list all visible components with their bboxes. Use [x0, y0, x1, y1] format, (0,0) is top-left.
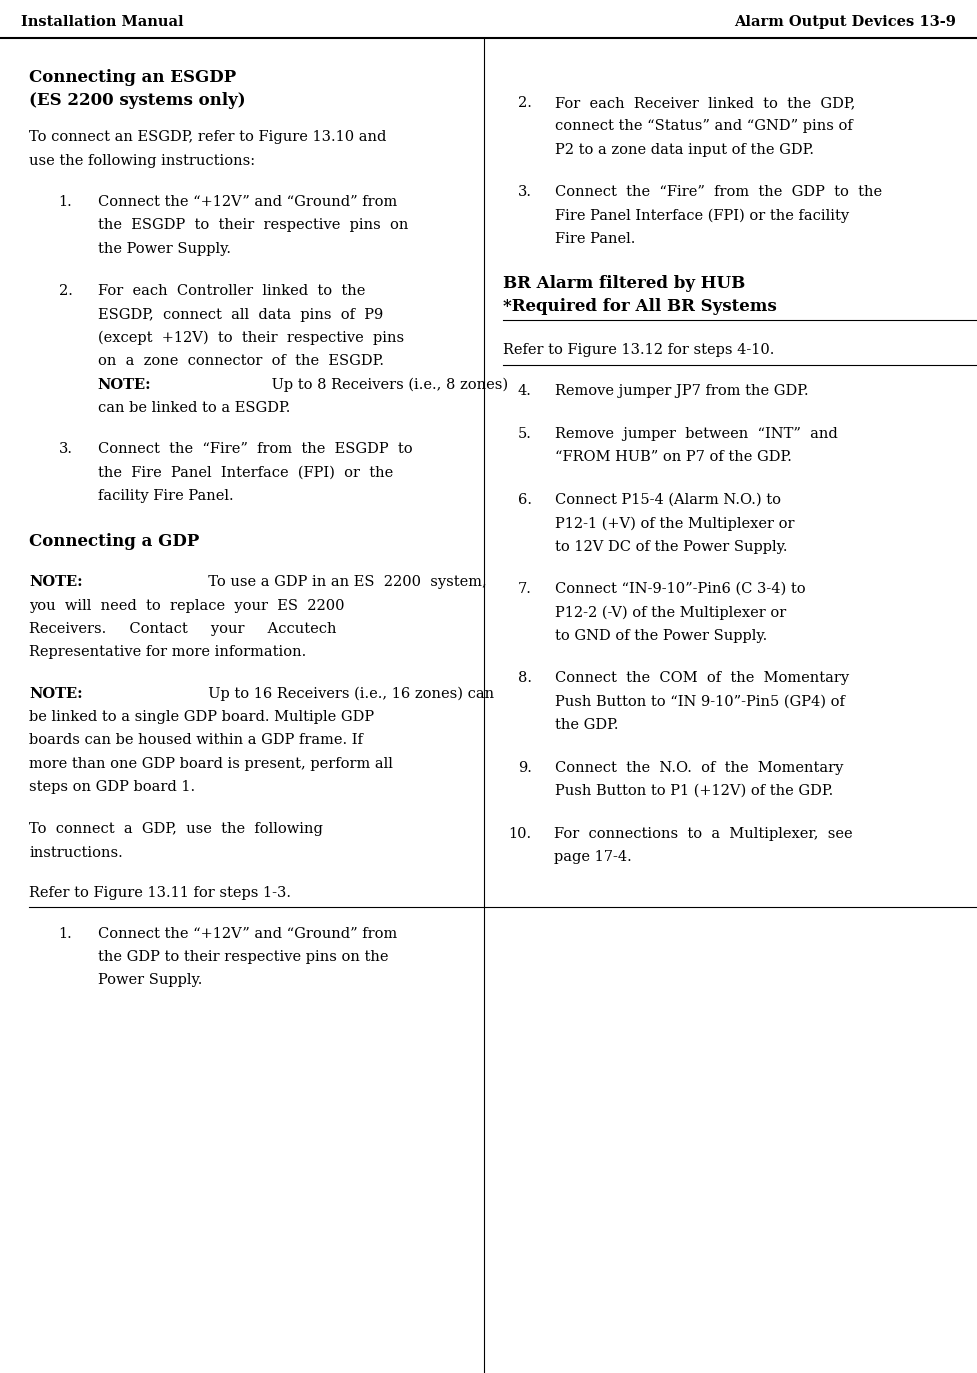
Text: Up to 16 Receivers (i.e., 16 zones) can: Up to 16 Receivers (i.e., 16 zones) can [198, 686, 493, 700]
Text: 6.: 6. [518, 493, 531, 507]
Text: Connect P15-4 (Alarm N.O.) to: Connect P15-4 (Alarm N.O.) to [555, 493, 781, 507]
Text: boards can be housed within a GDP frame. If: boards can be housed within a GDP frame.… [29, 733, 363, 747]
Text: NOTE:: NOTE: [29, 575, 83, 589]
Text: 2.: 2. [518, 96, 531, 110]
Text: P12-1 (+V) of the Multiplexer or: P12-1 (+V) of the Multiplexer or [555, 516, 794, 530]
Text: Power Supply.: Power Supply. [98, 973, 202, 987]
Text: can be linked to a ESGDP.: can be linked to a ESGDP. [98, 401, 290, 415]
Text: facility Fire Panel.: facility Fire Panel. [98, 489, 234, 503]
Text: BR Alarm filtered by HUB: BR Alarm filtered by HUB [503, 275, 745, 291]
Text: *Required for All BR Systems: *Required for All BR Systems [503, 298, 777, 314]
Text: Remove  jumper  between  “INT”  and: Remove jumper between “INT” and [555, 427, 837, 441]
Text: Connect the “+12V” and “Ground” from: Connect the “+12V” and “Ground” from [98, 195, 397, 209]
Text: connect the “Status” and “GND” pins of: connect the “Status” and “GND” pins of [555, 119, 853, 133]
Text: Connect the “+12V” and “Ground” from: Connect the “+12V” and “Ground” from [98, 927, 397, 941]
Text: (ES 2200 systems only): (ES 2200 systems only) [29, 92, 246, 108]
Text: 1.: 1. [59, 927, 72, 941]
Text: Connect  the  N.O.  of  the  Momentary: Connect the N.O. of the Momentary [555, 761, 843, 774]
Text: Representative for more information.: Representative for more information. [29, 645, 307, 659]
Text: 3.: 3. [59, 442, 72, 456]
Text: the GDP.: the GDP. [555, 718, 618, 732]
Text: use the following instructions:: use the following instructions: [29, 154, 255, 168]
Text: Connect “IN-9-10”-Pin6 (C 3-4) to: Connect “IN-9-10”-Pin6 (C 3-4) to [555, 582, 806, 596]
Text: P2 to a zone data input of the GDP.: P2 to a zone data input of the GDP. [555, 143, 814, 157]
Text: P12-2 (-V) of the Multiplexer or: P12-2 (-V) of the Multiplexer or [555, 605, 786, 619]
Text: the GDP to their respective pins on the: the GDP to their respective pins on the [98, 950, 388, 964]
Text: Alarm Output Devices 13-9: Alarm Output Devices 13-9 [734, 15, 956, 29]
Text: Refer to Figure 13.11 for steps 1-3.: Refer to Figure 13.11 for steps 1-3. [29, 886, 291, 899]
Text: “FROM HUB” on P7 of the GDP.: “FROM HUB” on P7 of the GDP. [555, 450, 791, 464]
Text: 3.: 3. [518, 185, 531, 199]
Text: Refer to Figure 13.12 for steps 4-10.: Refer to Figure 13.12 for steps 4-10. [503, 343, 775, 357]
Text: be linked to a single GDP board. Multiple GDP: be linked to a single GDP board. Multipl… [29, 710, 374, 724]
Text: Installation Manual: Installation Manual [21, 15, 184, 29]
Text: Up to 8 Receivers (i.e., 8 zones): Up to 8 Receivers (i.e., 8 zones) [267, 378, 508, 391]
Text: (except  +12V)  to  their  respective  pins: (except +12V) to their respective pins [98, 331, 404, 345]
Text: steps on GDP board 1.: steps on GDP board 1. [29, 780, 195, 794]
Text: Connect  the  COM  of  the  Momentary: Connect the COM of the Momentary [555, 671, 849, 685]
Text: Fire Panel.: Fire Panel. [555, 232, 635, 246]
Text: NOTE:: NOTE: [29, 686, 83, 700]
Text: the  ESGDP  to  their  respective  pins  on: the ESGDP to their respective pins on [98, 218, 408, 232]
Text: to GND of the Power Supply.: to GND of the Power Supply. [555, 629, 767, 643]
Text: 5.: 5. [518, 427, 531, 441]
Text: Connect  the  “Fire”  from  the  GDP  to  the: Connect the “Fire” from the GDP to the [555, 185, 882, 199]
Text: Push Button to “IN 9-10”-Pin5 (GP4) of: Push Button to “IN 9-10”-Pin5 (GP4) of [555, 695, 845, 708]
Text: To use a GDP in an ES  2200  system,: To use a GDP in an ES 2200 system, [198, 575, 487, 589]
Text: Connecting an ESGDP: Connecting an ESGDP [29, 69, 236, 85]
Text: 8.: 8. [518, 671, 531, 685]
Text: Fire Panel Interface (FPI) or the facility: Fire Panel Interface (FPI) or the facili… [555, 209, 849, 222]
Text: on  a  zone  connector  of  the  ESGDP.: on a zone connector of the ESGDP. [98, 354, 384, 368]
Text: 1.: 1. [59, 195, 72, 209]
Text: more than one GDP board is present, perform all: more than one GDP board is present, perf… [29, 757, 393, 770]
Text: For  connections  to  a  Multiplexer,  see: For connections to a Multiplexer, see [554, 827, 853, 840]
Text: 4.: 4. [518, 384, 531, 398]
Text: Connect  the  “Fire”  from  the  ESGDP  to: Connect the “Fire” from the ESGDP to [98, 442, 412, 456]
Text: to 12V DC of the Power Supply.: to 12V DC of the Power Supply. [555, 540, 787, 553]
Text: To connect an ESGDP, refer to Figure 13.10 and: To connect an ESGDP, refer to Figure 13.… [29, 130, 387, 144]
Text: the Power Supply.: the Power Supply. [98, 242, 231, 255]
Text: page 17-4.: page 17-4. [554, 850, 632, 864]
Text: Connecting a GDP: Connecting a GDP [29, 533, 199, 549]
Text: ESGDP,  connect  all  data  pins  of  P9: ESGDP, connect all data pins of P9 [98, 308, 383, 321]
Text: To  connect  a  GDP,  use  the  following: To connect a GDP, use the following [29, 822, 323, 836]
Text: the  Fire  Panel  Interface  (FPI)  or  the: the Fire Panel Interface (FPI) or the [98, 465, 393, 479]
Text: Push Button to P1 (+12V) of the GDP.: Push Button to P1 (+12V) of the GDP. [555, 784, 833, 798]
Text: 10.: 10. [508, 827, 531, 840]
Text: you  will  need  to  replace  your  ES  2200: you will need to replace your ES 2200 [29, 599, 345, 612]
Text: 9.: 9. [518, 761, 531, 774]
Text: 2.: 2. [59, 284, 72, 298]
Text: Receivers.     Contact     your     Accutech: Receivers. Contact your Accutech [29, 622, 337, 636]
Text: instructions.: instructions. [29, 846, 123, 859]
Text: For  each  Controller  linked  to  the: For each Controller linked to the [98, 284, 365, 298]
Text: Remove jumper JP7 from the GDP.: Remove jumper JP7 from the GDP. [555, 384, 809, 398]
Text: For  each  Receiver  linked  to  the  GDP,: For each Receiver linked to the GDP, [555, 96, 855, 110]
Text: NOTE:: NOTE: [98, 378, 151, 391]
Text: 7.: 7. [518, 582, 531, 596]
